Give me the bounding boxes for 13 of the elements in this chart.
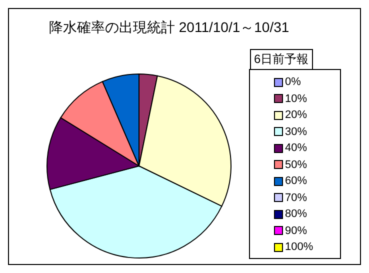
legend-label: 0% [285, 76, 301, 88]
legend-label: 60% [285, 175, 308, 188]
legend-label: 40% [285, 142, 308, 154]
legend-label: 90% [285, 224, 308, 237]
legend-label: 100% [285, 241, 314, 254]
legend-label: 70% [285, 192, 308, 204]
legend-label: 50% [285, 158, 308, 171]
chart-title: 降水確率の出現統計 2011/10/1～10/31 [49, 19, 290, 37]
legend-label: 20% [285, 109, 308, 122]
legend-label: 80% [285, 208, 308, 220]
legend-title: 6日前予報 [250, 49, 313, 70]
legend-label: 30% [285, 126, 308, 138]
legend-label: 10% [285, 92, 308, 105]
